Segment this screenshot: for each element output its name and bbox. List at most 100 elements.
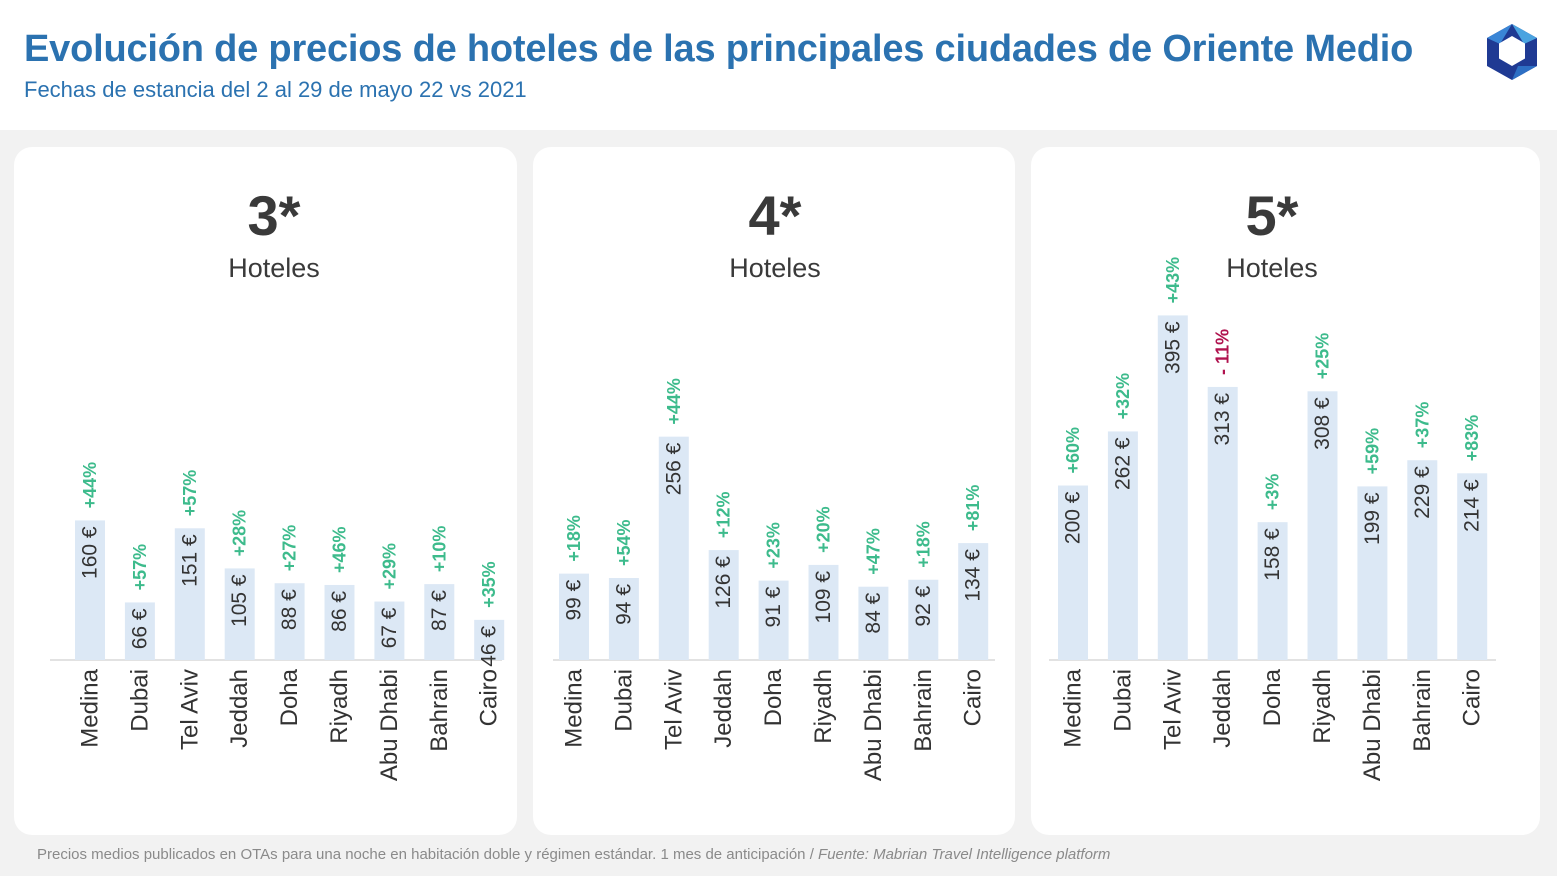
change-label: +44%	[664, 378, 684, 425]
change-label: +29%	[379, 543, 399, 590]
value-label: 67 €	[378, 607, 401, 648]
category-label: Dubai	[610, 669, 637, 732]
chart-title: 4*	[749, 184, 802, 247]
category-label: Dubai	[1109, 669, 1136, 732]
change-label: +28%	[230, 510, 250, 557]
bar	[1257, 522, 1288, 660]
bar	[1307, 391, 1338, 660]
value-label: 229 €	[1411, 466, 1434, 519]
change-label: +83%	[1462, 415, 1482, 462]
value-label: 313 €	[1211, 393, 1234, 446]
bar-chart-svg: 5* Hoteles 200 € +60% Medina 262 € +32% Dubai 39…	[1049, 184, 1496, 781]
category-label: Riyadh	[326, 669, 353, 744]
bar	[1457, 473, 1488, 660]
chart-subtitle: Hoteles	[1226, 253, 1318, 283]
value-label: 86 €	[328, 591, 351, 632]
page-title: Evolución de precios de hoteles de las p…	[24, 28, 1414, 70]
category-label: Doha	[276, 668, 303, 726]
bar	[124, 602, 155, 660]
change-label: +54%	[614, 519, 634, 566]
bar	[758, 580, 789, 660]
bar	[908, 579, 939, 660]
bar	[1207, 386, 1238, 660]
value-label: 395 €	[1161, 321, 1184, 374]
category-label: Doha	[760, 668, 787, 726]
bar	[559, 573, 589, 660]
change-label: +44%	[80, 462, 100, 509]
bar	[174, 528, 205, 660]
chart-subtitle: Hoteles	[228, 253, 320, 283]
value-label: 308 €	[1311, 397, 1334, 450]
bar	[658, 436, 689, 660]
value-label: 99 €	[563, 579, 586, 620]
value-label: 105 €	[228, 574, 251, 627]
change-label: +32%	[1113, 373, 1133, 420]
value-label: 158 €	[1261, 528, 1284, 581]
chart-title: 5*	[1246, 184, 1299, 247]
category-label: Dubai	[126, 669, 153, 732]
change-label: +27%	[280, 525, 300, 572]
bar	[75, 520, 105, 660]
change-label: +18%	[913, 521, 933, 568]
header: Evolución de precios de hoteles de las p…	[0, 0, 1557, 130]
value-label: 199 €	[1361, 492, 1384, 545]
chart-subtitle: Hoteles	[729, 253, 821, 283]
category-label: Medina	[77, 668, 104, 747]
change-label: +47%	[863, 528, 883, 575]
bar	[1107, 431, 1138, 660]
value-label: 88 €	[278, 589, 301, 630]
category-label: Abu Dhabi	[1359, 669, 1386, 781]
page-subtitle: Fechas de estancia del 2 al 29 de mayo 2…	[24, 77, 527, 102]
value-label: 126 €	[712, 556, 735, 609]
bar	[958, 543, 989, 660]
category-label: Cairo	[960, 669, 987, 726]
change-label: +25%	[1313, 333, 1333, 380]
category-label: Jeddah	[226, 669, 253, 748]
category-label: Medina	[561, 668, 588, 747]
bar	[324, 584, 355, 660]
bar	[1357, 486, 1388, 660]
change-label: +3%	[1263, 474, 1283, 511]
change-label: +10%	[429, 526, 449, 573]
value-label: 151 €	[178, 534, 201, 587]
hexagon-logo-icon	[1487, 24, 1537, 80]
change-label: +46%	[330, 526, 350, 573]
value-label: 109 €	[812, 571, 835, 624]
category-label: Cairo	[476, 669, 503, 726]
bar	[808, 564, 839, 660]
chart-panel-3-star: 3* Hoteles 160 € +44% Medina 66 € +57% Dubai 151…	[14, 147, 517, 835]
change-label: +37%	[1412, 402, 1432, 449]
bar	[858, 586, 889, 660]
footnote-source: Fuente: Mabrian Travel Intelligence plat…	[818, 846, 1111, 863]
change-label: +18%	[564, 515, 584, 562]
category-label: Medina	[1060, 668, 1087, 747]
change-label: +81%	[963, 485, 983, 532]
change-label: +12%	[714, 492, 734, 539]
category-label: Riyadh	[1309, 669, 1336, 744]
value-label: 160 €	[79, 526, 102, 579]
bar	[274, 583, 305, 660]
category-label: Tel Aviv	[660, 669, 687, 750]
value-label: 94 €	[612, 584, 635, 625]
value-label: 84 €	[862, 592, 885, 633]
category-label: Abu Dhabi	[376, 669, 403, 781]
category-label: Tel Aviv	[176, 669, 203, 750]
category-label: Tel Aviv	[1159, 669, 1186, 750]
bar	[708, 550, 739, 660]
change-label: +23%	[764, 522, 784, 569]
bar	[608, 577, 639, 660]
value-label: 46 €	[478, 626, 501, 667]
category-label: Bahrain	[426, 669, 453, 752]
bar	[1157, 315, 1188, 660]
footnote-text: Precios medios publicados en OTAs para u…	[37, 846, 806, 863]
value-label: 214 €	[1461, 479, 1484, 532]
category-label: Jeddah	[1209, 669, 1236, 748]
bar	[1058, 485, 1088, 660]
footnote-separator: /	[805, 846, 819, 863]
change-label: +35%	[479, 561, 499, 608]
bar-chart-svg: 4* Hoteles 99 € +18% Medina 94 € +54% Dubai 256 …	[553, 184, 995, 781]
bar	[424, 584, 455, 660]
value-label: 256 €	[662, 442, 685, 495]
bar	[474, 619, 505, 660]
change-label: - 11%	[1213, 329, 1233, 375]
